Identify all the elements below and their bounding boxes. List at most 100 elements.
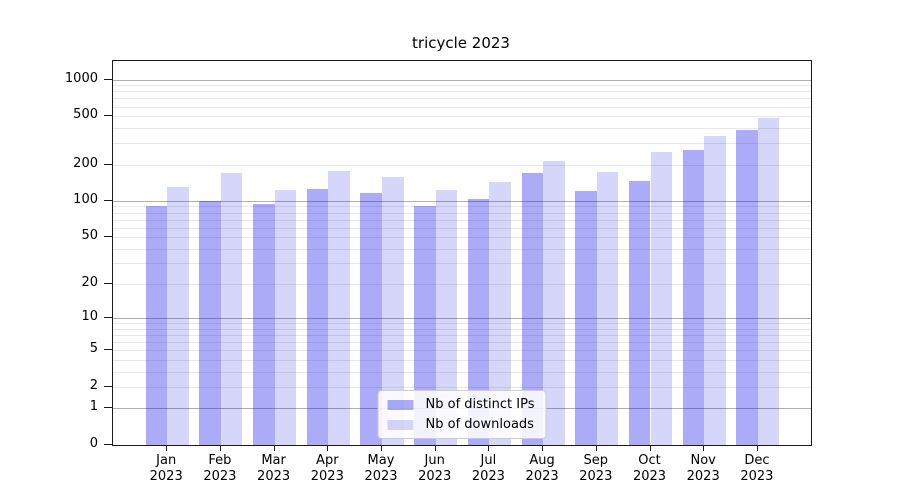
x-tick-label-nov-2023: Nov 2023	[686, 453, 720, 484]
y-tick-2	[104, 385, 112, 387]
gridline-400	[113, 127, 811, 129]
x-tick-mar-2023	[273, 445, 275, 451]
gridline-70	[113, 219, 811, 221]
gridline-5	[113, 350, 811, 352]
bar-nb-of-distinct-ips-dec-2023	[736, 130, 758, 445]
gridline-900	[113, 85, 811, 87]
x-tick-feb-2023	[219, 445, 221, 451]
gridline-6	[113, 342, 811, 344]
bar-nb-of-distinct-ips-apr-2023	[306, 189, 329, 445]
x-tick-label-sep-2023: Sep 2023	[579, 453, 613, 484]
bar-nb-of-distinct-ips-jul-2023	[467, 199, 490, 445]
gridline-20	[113, 283, 811, 285]
x-tick-oct-2023	[649, 445, 651, 451]
bar-nb-of-distinct-ips-sep-2023	[575, 191, 597, 445]
gridline-40	[113, 248, 811, 250]
bar-nb-of-distinct-ips-jan-2023	[145, 206, 168, 445]
x-tick-may-2023	[381, 445, 382, 451]
gridline-9	[113, 323, 811, 325]
bar-nb-of-distinct-ips-may-2023	[360, 193, 382, 445]
y-tick-200	[104, 163, 112, 165]
legend-swatch-distinct-ips	[387, 399, 414, 410]
y-tick-1	[104, 407, 112, 409]
x-tick-sep-2023	[595, 445, 597, 451]
legend: Nb of distinct IPs Nb of downloads	[377, 390, 547, 439]
gridline-30	[113, 263, 811, 265]
x-tick-label-oct-2023: Oct 2023	[632, 453, 667, 484]
y-tick-5	[104, 349, 112, 351]
y-tick-20	[104, 282, 112, 284]
y-tick-label-5: 5	[89, 341, 98, 357]
x-tick-jul-2023	[488, 445, 490, 451]
y-tick-100	[104, 199, 112, 201]
legend-label-distinct-ips: Nb of distinct IPs	[425, 397, 535, 412]
bar-nb-of-downloads-mar-2023	[274, 190, 297, 445]
bar-nb-of-distinct-ips-nov-2023	[682, 150, 705, 445]
bar-nb-of-downloads-aug-2023	[543, 160, 565, 445]
gridline-50	[113, 237, 811, 238]
y-tick-label-100: 100	[73, 191, 98, 207]
y-tick-label-0: 0	[89, 436, 98, 451]
gridline-100	[113, 200, 811, 202]
gridline-600	[113, 106, 811, 108]
x-tick-jan-2023	[166, 445, 168, 451]
x-tick-label-jun-2023: Jun 2023	[418, 453, 452, 484]
y-tick-label-2: 2	[89, 377, 98, 393]
bar-nb-of-downloads-jan-2023	[167, 187, 189, 445]
x-tick-label-feb-2023: Feb 2023	[203, 453, 237, 484]
bar-nb-of-distinct-ips-feb-2023	[199, 200, 221, 445]
x-tick-label-aug-2023: Aug 2023	[525, 453, 559, 484]
x-tick-jun-2023	[434, 445, 436, 451]
legend-label-downloads: Nb of downloads	[425, 417, 534, 432]
gridline-60	[113, 227, 811, 229]
legend-swatch-downloads	[387, 419, 414, 430]
gridline-200	[113, 164, 811, 166]
y-tick-label-500: 500	[73, 107, 98, 123]
x-tick-label-mar-2023: Mar 2023	[257, 453, 291, 484]
y-tick-0	[104, 444, 112, 445]
gridline-500	[113, 116, 811, 118]
x-tick-dec-2023	[756, 445, 758, 451]
bar-nb-of-distinct-ips-oct-2023	[628, 181, 651, 445]
x-tick-label-jan-2023: Jan 2023	[149, 453, 183, 484]
gridline-8	[113, 328, 811, 330]
y-tick-label-1000: 1000	[64, 70, 98, 86]
y-tick-label-10: 10	[81, 309, 98, 325]
x-tick-label-may-2023: May 2023	[364, 453, 398, 484]
x-tick-apr-2023	[327, 445, 329, 451]
y-tick-500	[104, 115, 112, 117]
bar-nb-of-downloads-jul-2023	[489, 181, 511, 445]
x-tick-nov-2023	[703, 445, 705, 451]
y-tick-50	[104, 236, 112, 237]
chart-title: tricycle 2023	[412, 34, 510, 52]
bar-nb-of-downloads-oct-2023	[650, 151, 673, 445]
y-tick-10	[104, 317, 112, 319]
x-tick-label-apr-2023: Apr 2023	[310, 453, 344, 484]
gridline-2	[113, 386, 811, 388]
bar-nb-of-downloads-nov-2023	[704, 135, 726, 445]
gridline-3	[113, 371, 811, 373]
bar-nb-of-downloads-feb-2023	[220, 173, 243, 445]
y-tick-1000	[104, 78, 112, 80]
bar-nb-of-distinct-ips-jun-2023	[414, 206, 436, 445]
gridline-80	[113, 212, 811, 214]
bar-nb-of-downloads-apr-2023	[328, 171, 350, 445]
x-tick-aug-2023	[542, 445, 544, 451]
y-tick-label-200: 200	[73, 155, 98, 171]
plot-area: Nb of distinct IPs Nb of downloads	[112, 60, 812, 446]
gridline-4	[113, 359, 811, 361]
gridline-800	[113, 91, 811, 93]
x-tick-label-dec-2023: Dec 2023	[740, 453, 774, 484]
x-tick-label-jul-2023: Jul 2023	[471, 453, 505, 484]
gridline-300	[113, 143, 811, 145]
gridline-10	[113, 318, 811, 320]
gridline-1000	[113, 79, 811, 81]
bar-nb-of-distinct-ips-aug-2023	[521, 173, 544, 445]
legend-item-downloads: Nb of downloads	[387, 417, 535, 432]
y-tick-label-1: 1	[89, 399, 98, 415]
gridline-90	[113, 206, 811, 208]
bar-nb-of-downloads-jun-2023	[435, 190, 458, 445]
gridline-700	[113, 98, 811, 100]
y-tick-label-50: 50	[81, 228, 98, 243]
